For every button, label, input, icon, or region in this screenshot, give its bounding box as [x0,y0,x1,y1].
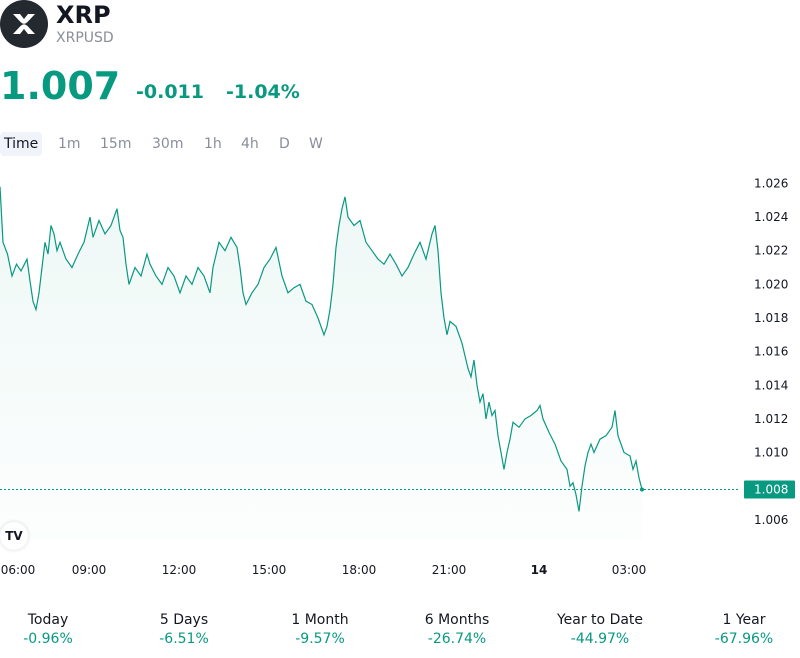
perf-label: 1 Year [722,612,766,628]
perf-6-months[interactable]: 6 Months -26.74% [387,610,527,648]
perf-value: -26.74% [427,631,487,647]
interval-1h[interactable]: 1h [204,136,222,152]
x-tick-label: 14 [531,563,548,577]
last-price: 1.007 [0,64,121,108]
perf-label: Year to Date [556,612,644,628]
perf-5-days[interactable]: 5 Days -6.51% [114,610,254,648]
interval-selector: Time 1m 15m 30m 1h 4h D W [0,132,800,156]
perf-today[interactable]: Today -0.96% [0,610,118,648]
perf-label: Today [27,612,69,628]
perf-label: 5 Days [159,612,209,628]
y-tick-label: 1.010 [754,446,788,460]
symbol-header: XRP XRPUSD [0,0,800,60]
y-tick-label: 1.014 [754,378,788,392]
perf-1-month[interactable]: 1 Month -9.57% [250,610,390,648]
y-tick-label: 1.026 [754,177,788,191]
y-tick-label: 1.006 [754,513,788,527]
y-tick-label: 1.022 [754,244,788,258]
perf-year-to-date[interactable]: Year to Date -44.97% [530,610,670,648]
y-tick-label: 1.016 [754,345,788,359]
price-change: -0.011 [136,81,204,103]
interval-4h[interactable]: 4h [241,136,259,152]
last-price-badge-label: 1.008 [754,483,788,497]
perf-value: -67.96% [714,631,774,647]
interval-1m[interactable]: 1m [58,136,81,152]
y-tick-label: 1.018 [754,311,788,325]
perf-value: -44.97% [570,631,630,647]
x-tick-label: 09:00 [72,563,107,577]
interval-time[interactable]: Time [0,132,43,156]
x-tick-label: 21:00 [432,563,467,577]
perf-value: -0.96% [23,631,73,647]
perf-label: 1 Month [291,612,349,628]
symbol-name: XRP [56,1,111,29]
interval-30m[interactable]: 30m [152,136,184,152]
quote-row: 1.007 -0.011 -1.04% [0,64,800,108]
price-chart[interactable]: 1.026 1.024 1.022 1.020 1.018 1.016 1.014 1.012… [0,170,800,590]
perf-value: -9.57% [295,631,345,647]
y-tick-label: 1.020 [754,277,788,291]
interval-w[interactable]: W [309,136,323,152]
price-area-fill [0,186,642,541]
interval-15m[interactable]: 15m [100,136,132,152]
price-change-percent: -1.04% [226,81,300,103]
perf-value: -6.51% [159,631,209,647]
y-tick-label: 1.012 [754,412,788,426]
x-tick-label: 12:00 [162,563,197,577]
tradingview-logo-icon[interactable]: TV [0,522,28,550]
x-tick-label: 18:00 [342,563,377,577]
performance-row: Today -0.96% 5 Days -6.51% 1 Month -9.57… [0,610,800,650]
x-tick-label: 06:00 [1,563,36,577]
perf-label: 6 Months [424,612,490,628]
y-tick-label: 1.024 [754,210,788,224]
price-chart-svg[interactable]: 1.026 1.024 1.022 1.020 1.018 1.016 1.014 1.012… [0,170,800,590]
xrp-logo-icon [0,0,48,48]
ticker-name: XRPUSD [56,30,114,46]
last-price-dot [640,487,644,492]
x-tick-label: 15:00 [252,563,287,577]
price-line [0,186,643,512]
interval-d[interactable]: D [279,136,290,152]
last-price-badge [744,480,795,499]
x-tick-label: 03:00 [612,563,647,577]
perf-1-year[interactable]: 1 Year -67.96% [674,610,800,648]
